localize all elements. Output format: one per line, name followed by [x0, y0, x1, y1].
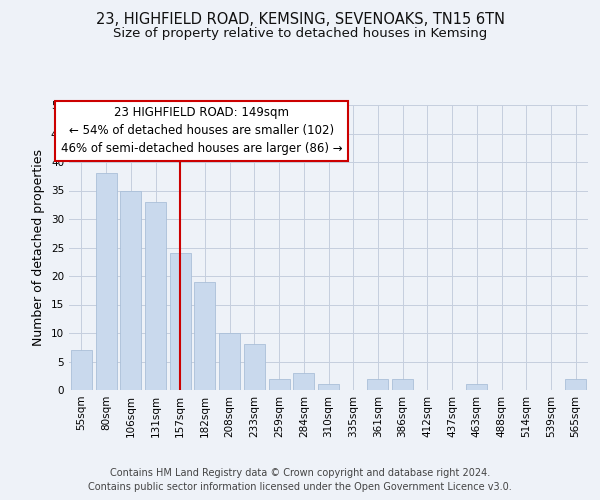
Bar	[293, 373, 314, 390]
Text: 23, HIGHFIELD ROAD, KEMSING, SEVENOAKS, TN15 6TN: 23, HIGHFIELD ROAD, KEMSING, SEVENOAKS, …	[95, 12, 505, 28]
Bar	[145, 202, 166, 390]
Bar	[71, 350, 92, 390]
Text: Size of property relative to detached houses in Kemsing: Size of property relative to detached ho…	[113, 28, 487, 40]
Text: Contains public sector information licensed under the Open Government Licence v3: Contains public sector information licen…	[88, 482, 512, 492]
Bar	[120, 190, 141, 390]
Bar	[269, 378, 290, 390]
Bar	[170, 253, 191, 390]
Bar	[466, 384, 487, 390]
Bar	[219, 333, 240, 390]
Bar	[244, 344, 265, 390]
Bar	[565, 378, 586, 390]
Bar	[95, 174, 116, 390]
Y-axis label: Number of detached properties: Number of detached properties	[32, 149, 46, 346]
Bar	[194, 282, 215, 390]
Text: Contains HM Land Registry data © Crown copyright and database right 2024.: Contains HM Land Registry data © Crown c…	[110, 468, 490, 477]
Bar	[318, 384, 339, 390]
Bar	[367, 378, 388, 390]
Bar	[392, 378, 413, 390]
Text: 23 HIGHFIELD ROAD: 149sqm
← 54% of detached houses are smaller (102)
46% of semi: 23 HIGHFIELD ROAD: 149sqm ← 54% of detac…	[61, 106, 342, 156]
